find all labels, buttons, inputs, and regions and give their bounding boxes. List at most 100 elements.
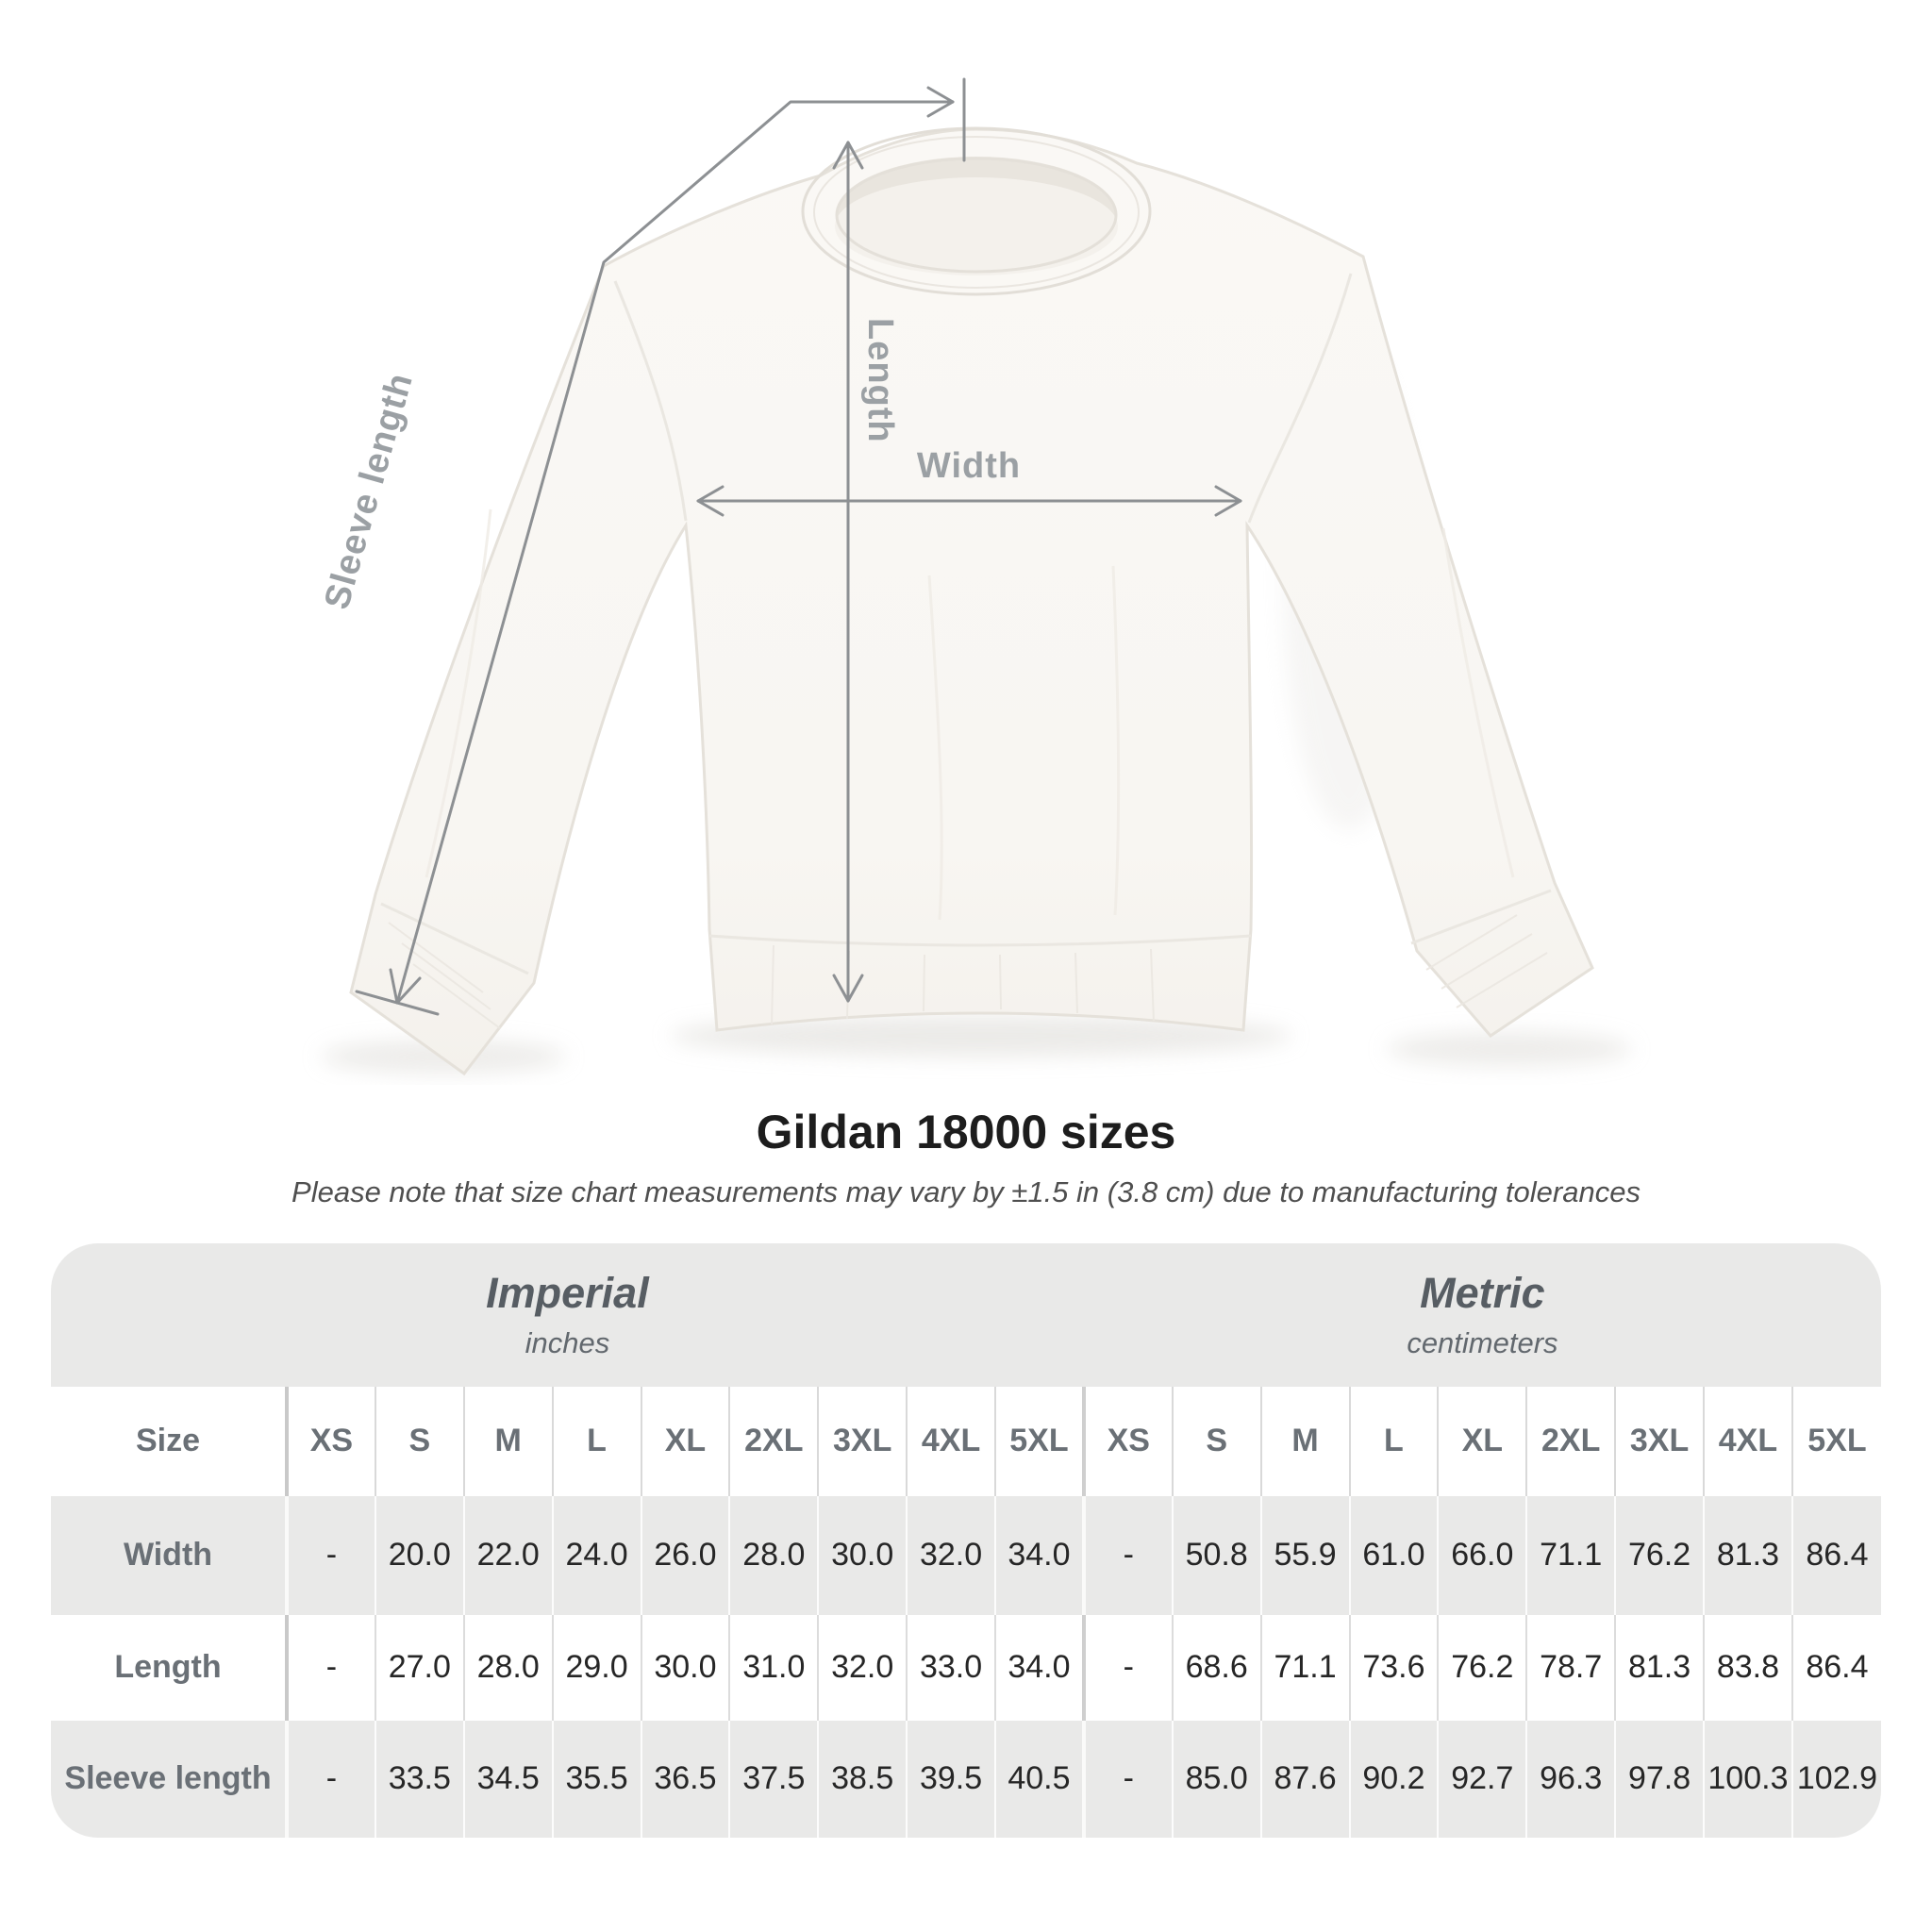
column-header: 3XL	[817, 1386, 908, 1496]
neck-back-panel	[835, 177, 1118, 275]
column-header: XS	[285, 1386, 375, 1496]
length-dimension: Length	[832, 141, 900, 1003]
table-cell: 34.0	[994, 1614, 1084, 1721]
table-row: Width -20.0 22.0 24.0 26.0 28.0 30.0 32.0 34.0-5…	[51, 1495, 1881, 1615]
column-header: 3XL	[1614, 1386, 1704, 1496]
unit-group-header: Metric centimeters	[1083, 1242, 1881, 1387]
row-label: Width	[51, 1495, 287, 1615]
column-header: 2XL	[1525, 1386, 1616, 1496]
table-cell: 35.5	[551, 1720, 641, 1838]
table-cell: 37.5	[728, 1720, 819, 1838]
table-cell: 38.5	[817, 1720, 908, 1838]
title-block: Gildan 18000 sizes Please note that size…	[0, 1106, 1932, 1211]
end-tick	[355, 990, 440, 1016]
table-row: Length -27.0 28.0 29.0 30.0 31.0 32.0 33.0 34.0-…	[51, 1614, 1881, 1721]
unit-group-unit: centimeters	[1407, 1325, 1558, 1359]
table-cell: -	[285, 1720, 375, 1838]
table-cell: 66.0	[1437, 1495, 1527, 1615]
table-cell: -	[1081, 1614, 1173, 1721]
table-cell: 71.1	[1525, 1495, 1616, 1615]
table-cell: 29.0	[551, 1614, 641, 1721]
table-cell: -	[285, 1495, 375, 1615]
table-cell: 30.0	[817, 1495, 908, 1615]
table-cell: 28.0	[728, 1495, 819, 1615]
table-cell: 76.2	[1614, 1495, 1704, 1615]
column-header: 4XL	[1703, 1386, 1792, 1496]
unit-group-label: Imperial	[486, 1269, 649, 1318]
table-cell: 61.0	[1348, 1495, 1439, 1615]
width-dimension: Width	[696, 446, 1242, 517]
table-cell: -	[1081, 1720, 1173, 1838]
size-table: Imperial inches Metric centimeters Size XS S M L…	[51, 1242, 1881, 1838]
row-label: Length	[51, 1614, 287, 1721]
table-cell: 33.5	[374, 1720, 464, 1838]
table-cell: 85.0	[1171, 1720, 1261, 1838]
column-header: S	[374, 1386, 464, 1496]
table-cell: 87.6	[1259, 1720, 1350, 1838]
table-cell: 27.0	[374, 1614, 464, 1721]
table-cell: 24.0	[551, 1495, 641, 1615]
table-cell: 31.0	[728, 1614, 819, 1721]
table-cell: 73.6	[1348, 1614, 1439, 1721]
table-cell: 32.0	[906, 1495, 995, 1615]
column-header: XS	[1081, 1386, 1173, 1496]
arrow-down-icon	[832, 974, 864, 1003]
unit-group-unit: inches	[525, 1325, 610, 1359]
table-cell: 50.8	[1171, 1495, 1261, 1615]
column-header: 5XL	[994, 1386, 1084, 1496]
table-cell: 28.0	[462, 1614, 553, 1721]
page-subtitle: Please note that size chart measurements…	[291, 1174, 1641, 1208]
sweatshirt-measurement-diagram: Length Width Sleeve length	[317, 77, 1632, 1076]
column-header: 2XL	[728, 1386, 819, 1496]
arrow-right-icon	[926, 86, 955, 118]
arrow-right-icon	[1214, 485, 1242, 517]
seams	[380, 273, 1552, 975]
arrow-left-icon	[696, 485, 724, 517]
table-cell: 86.4	[1790, 1495, 1881, 1615]
table-cell: 36.5	[640, 1720, 730, 1838]
page-title: Gildan 18000 sizes	[756, 1106, 1176, 1158]
table-cell: 102.9	[1790, 1720, 1881, 1838]
table-cell: 34.5	[462, 1720, 553, 1838]
table-cell: 33.0	[906, 1614, 995, 1721]
size-table-container: Imperial inches Metric centimeters Size XS S M L…	[51, 1242, 1881, 1838]
table-cell: 83.8	[1703, 1614, 1792, 1721]
table-cell: 39.5	[906, 1720, 995, 1838]
width-label: Width	[917, 446, 1021, 486]
table-cell: 90.2	[1348, 1720, 1439, 1838]
table-cell: 71.1	[1259, 1614, 1350, 1721]
column-header: 4XL	[906, 1386, 995, 1496]
collar	[801, 126, 1152, 296]
column-header: XL	[640, 1386, 730, 1496]
table-cell: 40.5	[994, 1720, 1084, 1838]
column-header: 5XL	[1790, 1386, 1881, 1496]
unit-band-row: Imperial inches Metric centimeters	[51, 1242, 1881, 1387]
table-cell: 86.4	[1790, 1614, 1881, 1721]
table-cell: -	[285, 1614, 375, 1721]
column-header: L	[1348, 1386, 1439, 1496]
table-cell: 81.3	[1703, 1495, 1792, 1615]
table-cell: 34.0	[994, 1495, 1084, 1615]
table-cell: 20.0	[374, 1495, 464, 1615]
unit-group-label: Metric	[1420, 1269, 1545, 1318]
column-header: XL	[1437, 1386, 1527, 1496]
table-cell: 78.7	[1525, 1614, 1616, 1721]
table-cell: 92.7	[1437, 1720, 1527, 1838]
fabric-folds	[425, 508, 1515, 921]
table-cell: 68.6	[1171, 1614, 1261, 1721]
sweatshirt	[349, 126, 1594, 1076]
table-cell: 32.0	[817, 1614, 908, 1721]
column-header: M	[1259, 1386, 1350, 1496]
table-cell: 26.0	[640, 1495, 730, 1615]
column-header: M	[462, 1386, 553, 1496]
table-cell: 81.3	[1614, 1614, 1704, 1721]
table-cell: 22.0	[462, 1495, 553, 1615]
length-label: Length	[860, 318, 900, 443]
unit-group-header: Imperial inches	[51, 1242, 1084, 1387]
table-cell: 97.8	[1614, 1720, 1704, 1838]
row-label: Sleeve length	[51, 1720, 287, 1838]
table-cell: 76.2	[1437, 1614, 1527, 1721]
size-header-row: Size XS S M L XL 2XL 3XL 4XL 5XL XS S M L XL 2XL 3XL 4XL 5…	[51, 1386, 1881, 1496]
sleeve-length-label: Sleeve length	[317, 369, 421, 614]
